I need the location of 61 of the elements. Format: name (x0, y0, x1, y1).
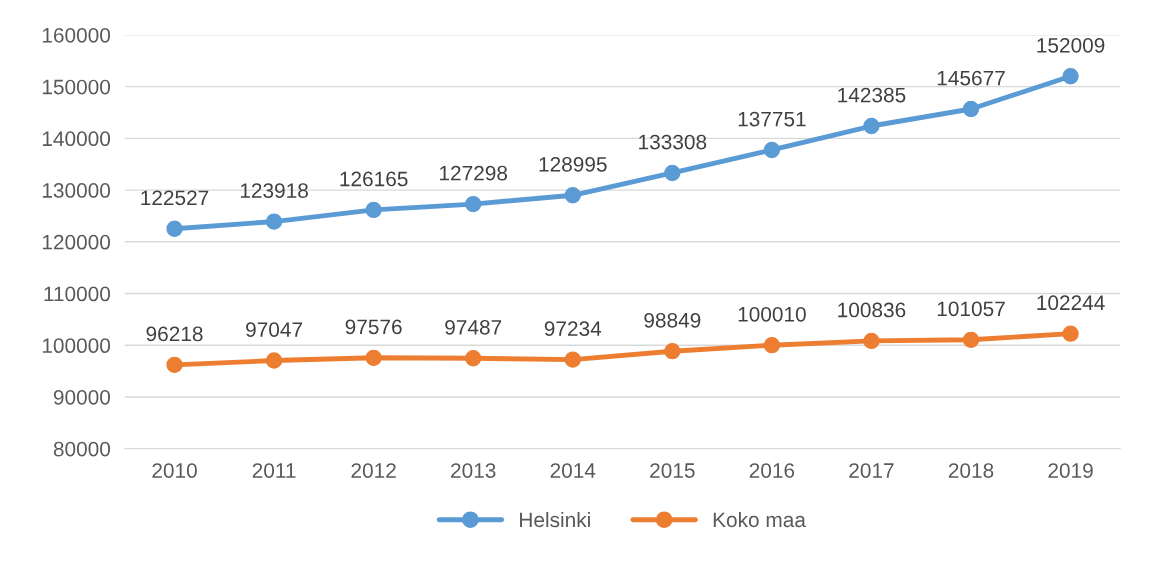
point (863, 332, 880, 350)
point (365, 349, 382, 366)
point (1062, 68, 1079, 85)
x-tick-label: 2014 (550, 463, 596, 478)
point (564, 351, 581, 368)
data-label: 101057 (937, 301, 1005, 317)
point (265, 213, 283, 230)
data-label: 100836 (838, 302, 906, 318)
data-label: 97234 (544, 321, 602, 336)
data-label: 97487 (445, 319, 502, 335)
y-tick-label: 160000 (42, 27, 111, 43)
data-label: 97047 (246, 322, 302, 337)
point (564, 187, 581, 204)
data-label: 122527 (141, 190, 209, 206)
y-tick-label: 140000 (42, 131, 111, 147)
y-tick-label: 110000 (44, 286, 111, 302)
y-tick-label: 100000 (42, 338, 111, 354)
data-label: 142385 (838, 87, 906, 103)
data-label: 126165 (340, 171, 408, 187)
point (962, 331, 980, 348)
point (365, 201, 382, 219)
data-label: 97576 (345, 319, 402, 335)
point (465, 350, 482, 367)
point (763, 141, 781, 159)
x-tick-label: 2018 (948, 463, 994, 478)
data-label: 98849 (644, 312, 701, 328)
point (1062, 325, 1079, 342)
x-tick-label: 2019 (1048, 463, 1093, 478)
legend-label: Helsinki (520, 511, 590, 528)
data-label: 100010 (738, 306, 806, 322)
x-tick-label: 2012 (351, 463, 396, 478)
point (166, 220, 183, 237)
point (962, 100, 980, 118)
point (465, 195, 482, 213)
data-label: 123918 (240, 183, 308, 198)
point (863, 117, 880, 135)
data-label: 102244 (1037, 295, 1105, 311)
y-tick-label: 90000 (53, 389, 111, 405)
data-label: 96218 (146, 326, 203, 342)
x-tick-label: 2017 (849, 463, 894, 478)
data-label: 128995 (539, 156, 607, 172)
point (664, 164, 681, 182)
point (664, 343, 681, 360)
legend-label: Koko maa (713, 511, 806, 528)
y-tick-label: 80000 (53, 441, 111, 457)
x-tick-label: 2016 (749, 463, 795, 478)
point (166, 356, 183, 373)
data-label: 127298 (440, 165, 508, 181)
y-tick-label: 130000 (42, 183, 111, 198)
y-tick-label: 150000 (42, 79, 111, 95)
data-label: 137751 (738, 111, 806, 127)
x-tick-label: 2015 (650, 463, 695, 478)
data-label: 145677 (937, 70, 1005, 86)
point (265, 352, 283, 369)
y-tick-label: 120000 (42, 234, 111, 250)
data-label: 133308 (639, 134, 707, 150)
x-tick-label: 2011 (252, 463, 296, 478)
x-tick-label: 2013 (451, 463, 496, 478)
x-tick-label: 2010 (152, 463, 197, 478)
data-label: 152009 (1037, 37, 1105, 53)
point (763, 337, 781, 354)
